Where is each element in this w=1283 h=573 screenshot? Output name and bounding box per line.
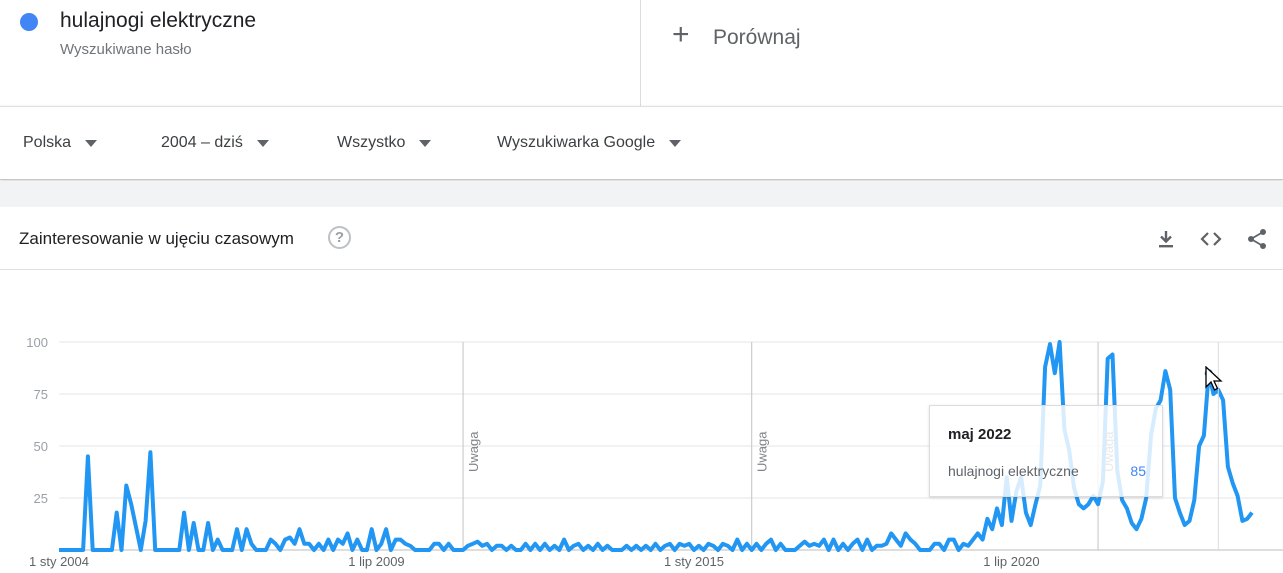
y-tick-label: 75 xyxy=(34,387,48,402)
filter-category-label: Wszystko xyxy=(337,134,406,151)
embed-code-icon[interactable] xyxy=(1199,227,1223,251)
search-term-card[interactable]: hulajnogi elektryczne Wyszukiwane hasło xyxy=(0,0,641,106)
filter-time-range-label: 2004 – dziś xyxy=(161,134,243,151)
help-circle-icon[interactable]: ? xyxy=(328,226,351,249)
note-label: Uwaga xyxy=(466,431,481,472)
download-icon[interactable] xyxy=(1154,227,1178,251)
filter-time-range[interactable]: 2004 – dziś xyxy=(161,134,269,152)
compare-button[interactable]: + Porównaj xyxy=(642,0,1283,106)
card-divider xyxy=(0,269,1283,270)
filter-region[interactable]: Polska xyxy=(23,134,98,152)
y-tick-label: 50 xyxy=(34,439,48,454)
y-tick-label: 25 xyxy=(34,491,48,506)
filter-search-type[interactable]: Wyszukiwarka Google xyxy=(497,134,682,152)
plus-icon: + xyxy=(672,18,690,51)
filter-region-label: Polska xyxy=(23,134,72,151)
x-tick-label: 1 sty 2004 xyxy=(29,554,89,569)
filter-search-type-label: Wyszukiwarka Google xyxy=(497,134,656,151)
search-term-subtitle: Wyszukiwane hasło xyxy=(60,41,192,58)
caret-down-icon xyxy=(85,139,98,147)
tooltip-date: maj 2022 xyxy=(948,426,1012,443)
series-color-dot xyxy=(20,13,38,31)
card-title: Zainteresowanie w ujęciu czasowym xyxy=(19,229,294,248)
filter-category[interactable]: Wszystko xyxy=(337,134,432,152)
chart-tooltip: maj 2022 hulajnogi elektryczne 85 xyxy=(929,405,1163,497)
compare-label: Porównaj xyxy=(713,26,801,49)
y-tick-label: 100 xyxy=(26,335,48,350)
filters-bar: Polska 2004 – dziś Wszystko Wyszukiwarka… xyxy=(0,106,1283,180)
search-term-name[interactable]: hulajnogi elektryczne xyxy=(60,9,257,32)
mouse-cursor-icon xyxy=(1205,366,1223,391)
note-label: Uwaga xyxy=(755,431,770,472)
caret-down-icon xyxy=(256,139,269,147)
x-tick-label: 1 lip 2009 xyxy=(348,554,404,569)
share-icon[interactable] xyxy=(1245,227,1269,251)
tooltip-term: hulajnogi elektryczne xyxy=(948,463,1079,479)
x-tick-label: 1 lip 2020 xyxy=(983,554,1039,569)
x-tick-label: 1 sty 2015 xyxy=(664,554,724,569)
interest-over-time-card: Zainteresowanie w ujęciu czasowym ? xyxy=(0,207,1283,573)
caret-down-icon xyxy=(419,139,432,147)
tooltip-value: 85 xyxy=(1130,463,1146,479)
section-separator xyxy=(0,181,1283,207)
caret-down-icon xyxy=(669,139,682,147)
